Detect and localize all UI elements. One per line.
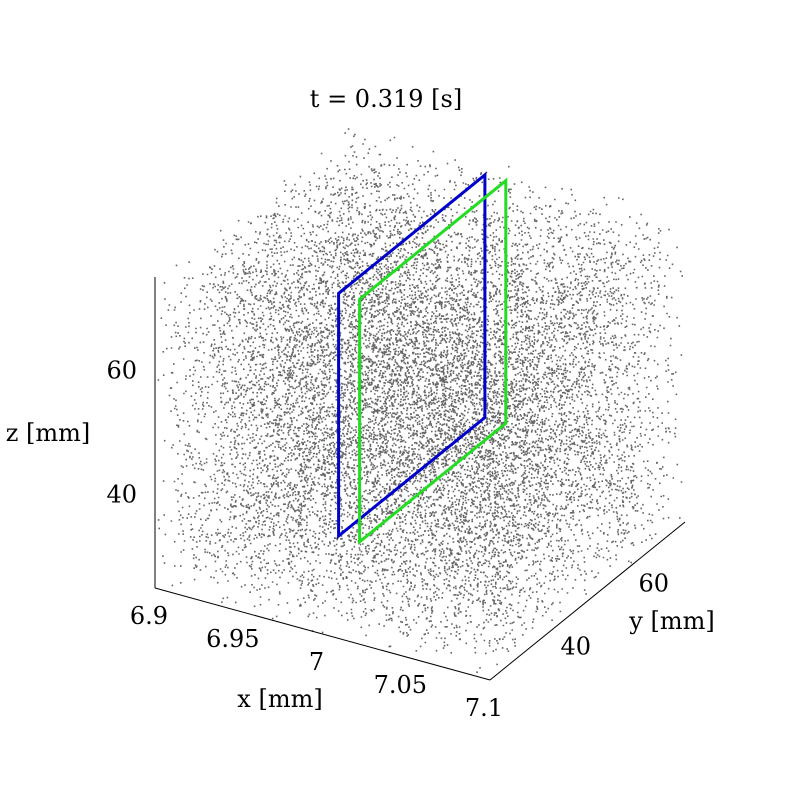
y-axis-line [489,521,686,681]
x-axis-label: x [mm] [237,685,322,713]
particle-cloud [157,128,684,674]
x-tick-label: 7 [309,648,324,676]
z-axis-label: z [mm] [6,419,91,447]
y-tick-label: 40 [561,633,592,661]
y-tick-label: 60 [639,569,670,597]
z-tick-label: 60 [106,356,137,384]
particle-points [157,128,684,674]
x-tick-label: 7.1 [465,694,503,722]
axes [154,277,686,681]
frame-1 [337,171,487,540]
z-tick-label: 40 [106,481,137,509]
y-axis-label: y [mm] [628,607,714,635]
tick-labels: 6.9 6.95 7 7.05 7.1 40 60 40 60 [106,356,669,722]
x-tick-label: 6.9 [130,602,168,630]
x-tick-label: 7.05 [374,671,427,699]
chart-title: t = 0.319 [s] [310,85,462,113]
x-tick-label: 6.95 [206,625,259,653]
frame-2 [358,177,508,545]
frames [337,171,508,545]
x-axis-line [154,587,491,681]
